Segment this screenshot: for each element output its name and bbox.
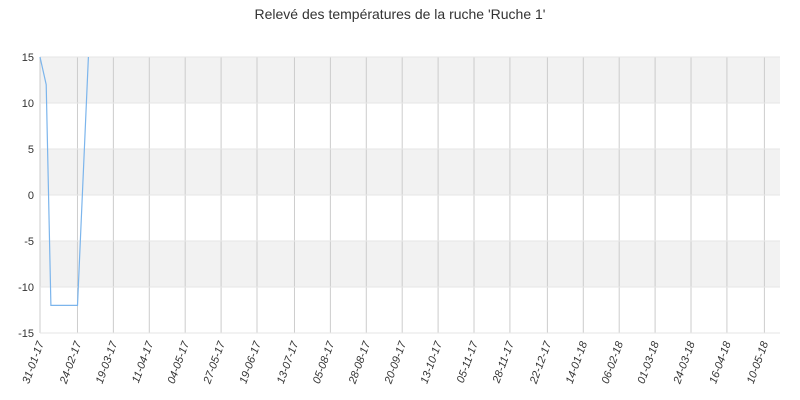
x-tick-label: 24-02-17 xyxy=(58,339,85,386)
x-tick-label: 16-04-18 xyxy=(707,339,734,385)
y-tick-label: 5 xyxy=(28,144,34,156)
x-tick-label: 19-03-17 xyxy=(94,339,121,385)
y-tick-label: -15 xyxy=(18,328,34,340)
x-tick-label: 06-02-18 xyxy=(600,339,627,385)
x-tick-label: 14-01-18 xyxy=(564,339,591,385)
x-tick-label: 28-08-17 xyxy=(346,339,373,386)
y-axis-ticks: 15 10 5 0 -5 -10 -15 xyxy=(18,52,34,340)
plot-band xyxy=(40,57,780,103)
y-tick-label: 10 xyxy=(22,98,34,110)
y-tick-label: 0 xyxy=(28,190,34,202)
series-group xyxy=(39,56,89,306)
x-tick-label: 28-11-17 xyxy=(490,339,517,385)
x-axis-ticks: 31-01-17 24-02-17 19-03-17 11-04-17 04-05-17… xyxy=(20,339,771,386)
x-tick-label: 22-12-17 xyxy=(528,339,555,386)
x-tick-label: 13-10-17 xyxy=(419,339,446,385)
x-tick-label: 01-03-18 xyxy=(636,339,663,385)
x-tick-label: 11-04-17 xyxy=(130,339,156,385)
x-tick-label: 05-08-17 xyxy=(311,339,338,385)
x-tick-label: 20-09-17 xyxy=(382,339,409,386)
y-tick-label: 15 xyxy=(22,52,34,64)
plot-band xyxy=(40,241,780,287)
y-tick-label: -5 xyxy=(24,236,34,248)
x-tick-label: 04-05-17 xyxy=(166,339,193,385)
horizontal-gridlines xyxy=(40,56,780,334)
plot-bands xyxy=(40,57,780,287)
x-tick-label: 13-07-17 xyxy=(275,339,302,385)
x-tick-label: 10-05-18 xyxy=(745,339,772,385)
x-tick-label: 31-01-17 xyxy=(20,339,47,385)
series-line xyxy=(39,56,89,306)
x-tick-label: 24-03-18 xyxy=(671,339,698,386)
x-tick-label: 27-05-17 xyxy=(201,339,228,386)
plot-band xyxy=(40,149,780,195)
x-tick-label: 19-06-17 xyxy=(237,339,264,385)
chart-title: Relevé des températures de la ruche 'Ruc… xyxy=(254,6,546,22)
x-tick-label: 05-11-17 xyxy=(455,339,481,385)
y-tick-label: -10 xyxy=(18,282,34,294)
